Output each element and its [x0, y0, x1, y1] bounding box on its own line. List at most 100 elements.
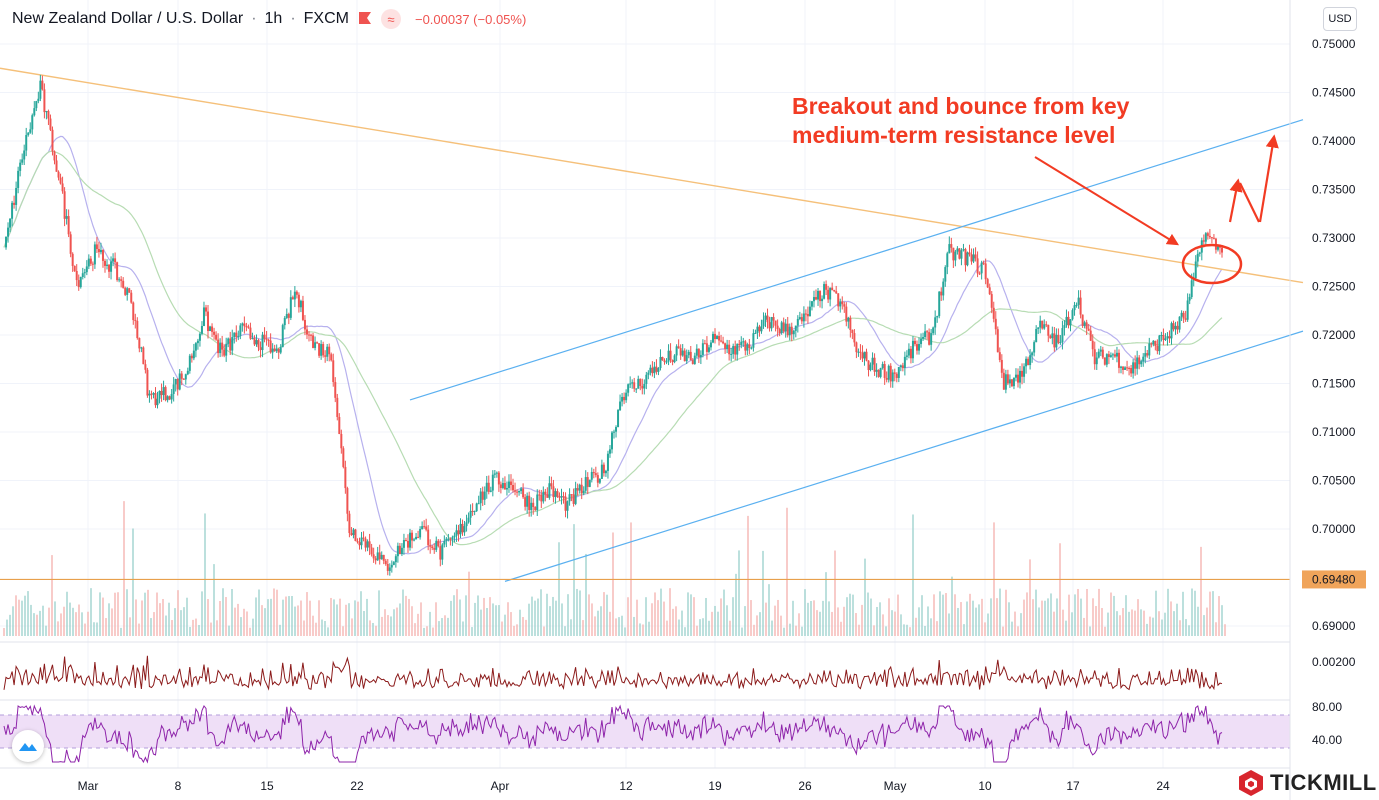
candle-body — [366, 541, 369, 548]
volume-bar — [438, 621, 440, 636]
candle-body — [514, 490, 517, 492]
candle-body — [653, 366, 656, 374]
volume-bar — [594, 616, 596, 636]
candle-body — [1047, 324, 1050, 336]
candle-body — [91, 263, 94, 265]
candle-body — [889, 365, 892, 382]
volume-bar — [1035, 589, 1037, 636]
volume-bar — [246, 611, 248, 636]
volume-bar — [273, 588, 275, 636]
candle-body — [600, 464, 603, 479]
symbol-title[interactable]: New Zealand Dollar / U.S. Dollar — [12, 10, 244, 27]
volume-bar — [297, 605, 299, 636]
candle-body — [318, 343, 321, 356]
volume-bar — [303, 620, 305, 636]
volume-bar — [1176, 603, 1178, 636]
annotation-text: Breakout and bounce from key medium-term… — [792, 93, 1130, 148]
candle-body — [126, 288, 129, 295]
candle-body — [368, 541, 371, 548]
volume-bar — [168, 602, 170, 636]
interval-label[interactable]: 1h — [264, 10, 283, 27]
volume-bar — [486, 608, 488, 636]
candle-body — [1170, 323, 1173, 339]
candle-body — [1128, 367, 1131, 369]
volume-bar — [177, 590, 179, 636]
candle-body — [835, 291, 838, 294]
candle-body — [75, 271, 78, 281]
candle-body — [9, 218, 12, 228]
moving-average-slow — [3, 150, 1223, 546]
candle-body — [231, 337, 234, 351]
candle-body — [738, 343, 741, 345]
candle-body — [275, 348, 278, 352]
volume-bar — [621, 615, 623, 636]
volume-bar — [930, 618, 932, 636]
candle-body — [986, 279, 989, 288]
candle-body — [1142, 356, 1145, 362]
volume-bar — [639, 623, 641, 636]
volume-bar — [63, 606, 65, 636]
wave-icon[interactable]: ≈ — [380, 9, 401, 29]
volume-bar — [531, 596, 533, 636]
candle-body — [1081, 314, 1084, 326]
candle-body — [772, 317, 775, 321]
volume-bar — [801, 626, 803, 636]
candle-body — [1172, 323, 1175, 330]
candle-body — [263, 334, 266, 339]
volume-bar — [483, 597, 485, 636]
volume-bar — [120, 627, 122, 636]
candle-body — [560, 496, 563, 498]
candle-body — [461, 523, 464, 533]
candle-body — [324, 355, 327, 357]
volume-bar — [327, 627, 329, 636]
candle-body — [227, 338, 230, 344]
candle-body — [584, 477, 587, 491]
candle-body — [138, 338, 141, 349]
time-tick-label: 24 — [1156, 779, 1170, 793]
volume-bar — [393, 609, 395, 636]
candle-body — [562, 496, 565, 498]
price-series — [5, 74, 1223, 576]
volume-bar — [1179, 620, 1181, 636]
volume-bar — [507, 602, 509, 636]
tradingview-logo-icon[interactable] — [12, 730, 44, 762]
volume-bar — [1212, 591, 1214, 636]
candle-body — [322, 344, 325, 356]
candle-body — [140, 347, 143, 349]
candle-body — [610, 432, 613, 450]
volume-bar — [1224, 624, 1226, 636]
candle-body — [1021, 370, 1024, 377]
volume-bar — [309, 600, 311, 636]
candle-body — [915, 344, 918, 351]
volume-bar — [372, 622, 374, 636]
candle-body — [200, 325, 203, 334]
candle-body — [190, 355, 193, 359]
volume-bar — [402, 589, 404, 636]
volume-bar — [450, 600, 452, 636]
currency-button[interactable]: USD — [1323, 7, 1357, 31]
candle-body — [815, 297, 817, 300]
flag-icon[interactable] — [357, 11, 373, 27]
candle-body — [958, 248, 961, 259]
candle-body — [291, 297, 294, 300]
candle-body — [360, 537, 363, 546]
candle-body — [1122, 366, 1125, 370]
candle-body — [784, 323, 787, 332]
candle-body — [467, 517, 470, 523]
volume-bar — [387, 615, 389, 636]
candle-body — [996, 329, 999, 353]
candle-body — [283, 317, 286, 326]
volume-bar — [429, 611, 431, 636]
candle-body — [1079, 297, 1082, 315]
volume-bar — [24, 595, 26, 636]
candle-body — [370, 547, 373, 555]
candle-body — [841, 301, 844, 305]
candle-body — [411, 532, 414, 541]
volume-bar — [21, 600, 23, 636]
volume-bar — [75, 612, 77, 636]
time-tick-label: Mar — [78, 779, 99, 793]
volume-bar — [1161, 619, 1163, 636]
volume-bar — [954, 594, 956, 636]
candle-body — [615, 427, 618, 432]
candle-body — [574, 488, 577, 504]
